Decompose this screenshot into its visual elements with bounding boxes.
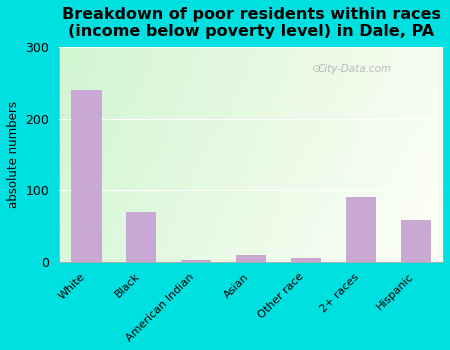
Text: City-Data.com: City-Data.com (318, 64, 392, 74)
Bar (181, 260, 212, 262)
Text: ⊙: ⊙ (312, 64, 321, 74)
Bar (346, 197, 376, 262)
Y-axis label: absolute numbers: absolute numbers (7, 101, 20, 208)
Bar (72, 90, 102, 262)
Title: Breakdown of poor residents within races
(income below poverty level) in Dale, P: Breakdown of poor residents within races… (62, 7, 441, 39)
Bar (291, 258, 321, 262)
Bar (400, 220, 431, 262)
Bar (126, 212, 157, 262)
Bar (236, 254, 266, 262)
